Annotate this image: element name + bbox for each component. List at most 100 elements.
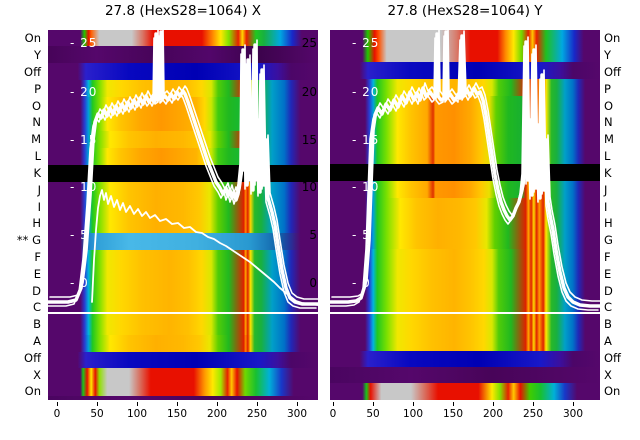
y-tick-label: - 10 [70,180,98,194]
row-label-left: ** G [16,233,41,248]
y-tick-label: - 20 [352,85,380,99]
y-tick-label: - 0 [70,276,89,290]
heatmap-band-e [48,267,318,284]
y-tick-label-right: 0 [309,276,317,290]
reference-hline [48,312,318,314]
heatmap-band-edge [48,396,318,400]
x-tick-label: 300 [562,408,584,420]
row-label-left: L [34,149,41,164]
y-tick-label: - 25 [352,36,380,50]
right-row-labels: On Y Off P O N M L K J I H G F E D C B A Off X On [604,30,640,400]
heatmap-band-f [330,249,600,266]
row-label-right: X [604,367,612,382]
y-tick-label-right: 20 [301,85,317,99]
row-label-right: G [604,233,613,248]
heatmap-band-a [330,334,600,351]
row-label-right: K [604,165,612,180]
y-tick-label-right: 10 [301,180,317,194]
row-label-right: M [604,132,614,147]
x-tick-label: 200 [482,408,504,420]
row-label-left: H [32,216,41,231]
row-label-left: X [33,367,41,382]
y-tick-label: - 15 [70,133,98,147]
row-label-left: F [34,249,41,264]
row-label-left: E [33,266,41,281]
row-label-left: On [24,31,41,46]
heatmap-panel-x: - 25 - 20 - 15 - 10 - 5 - 0 25 20 15 10 5 0 [48,30,318,400]
x-tick-label: 0 [53,408,61,420]
heatmap-band-b [330,317,600,334]
x-axis-panel-y: 0 50 100 150 200 250 300 [330,400,600,428]
row-label-right: Off [604,350,621,365]
heatmap-band-x-on [48,368,318,396]
row-label-left: K [33,165,41,180]
row-label-right: O [604,98,614,113]
x-tick-mark [217,402,218,406]
x-tick-mark [297,402,298,406]
x-tick-mark [57,402,58,406]
profile-curve-strand [331,30,600,302]
x-tick-label: 250 [246,408,268,420]
heatmap-band-e [330,266,600,283]
row-label-right: On [604,384,621,399]
row-label-right: J [604,182,608,197]
x-tick-mark [493,402,494,406]
x-tick-label: 50 [366,408,380,420]
y-tick-label-right: 5 [309,228,317,242]
x-tick-mark [453,402,454,406]
row-label-left: O [31,98,41,113]
row-label-right: H [604,216,613,231]
x-tick-label: 100 [402,408,424,420]
profile-curves-overlay [330,30,600,311]
heatmap-band-i [330,198,600,215]
x-tick-label: 200 [206,408,228,420]
x-tick-mark [97,402,98,406]
heatmap-band-d [330,283,600,300]
row-label-left: M [31,132,41,147]
row-label-right: A [604,334,612,349]
x-tick-mark [533,402,534,406]
x-axis-panel-x: 0 50 100 150 200 250 300 [48,400,318,428]
row-label-left: N [32,115,41,130]
row-label-right: E [604,266,612,281]
y-tick-label: - 25 [70,36,98,50]
row-label-left: A [33,334,41,349]
y-tick-label-right: 25 [301,36,317,50]
profile-curve-main [48,30,318,306]
heatmap-band-on [330,383,600,400]
y-tick-label: - 5 [70,228,89,242]
row-label-right: Y [604,48,612,63]
x-tick-label: 300 [286,408,308,420]
row-label-right: D [604,283,613,298]
heatmap-band-on [48,30,318,46]
row-label-right: L [604,149,611,164]
heatmap-band-h [330,215,600,232]
row-label-right: N [604,115,613,130]
profile-curve-strand [48,35,317,309]
row-label-right: B [604,317,612,332]
x-tick-mark [573,402,574,406]
x-tick-mark [413,402,414,406]
y-tick-label: - 5 [352,228,371,242]
heatmap-band-x [330,367,600,383]
row-label-left: Y [33,48,41,63]
x-tick-label: 0 [329,408,337,420]
x-tick-label: 250 [522,408,544,420]
heatmap-band-a [48,335,318,352]
profile-curve-thin [91,189,318,306]
x-tick-mark [177,402,178,406]
x-tick-mark [257,402,258,406]
y-tick-label: - 15 [352,133,380,147]
y-tick-label-right: 15 [301,133,317,147]
row-label-left: J [37,182,41,197]
y-tick-label: - 0 [352,276,371,290]
row-label-left: Off [24,65,41,80]
x-tick-label: 50 [90,408,104,420]
y-tick-label: - 20 [70,85,98,99]
row-label-left: P [34,81,41,96]
row-label-left: D [32,283,41,298]
row-label-right: On [604,31,621,46]
row-label-right: I [604,199,608,214]
row-label-left: I [37,199,41,214]
